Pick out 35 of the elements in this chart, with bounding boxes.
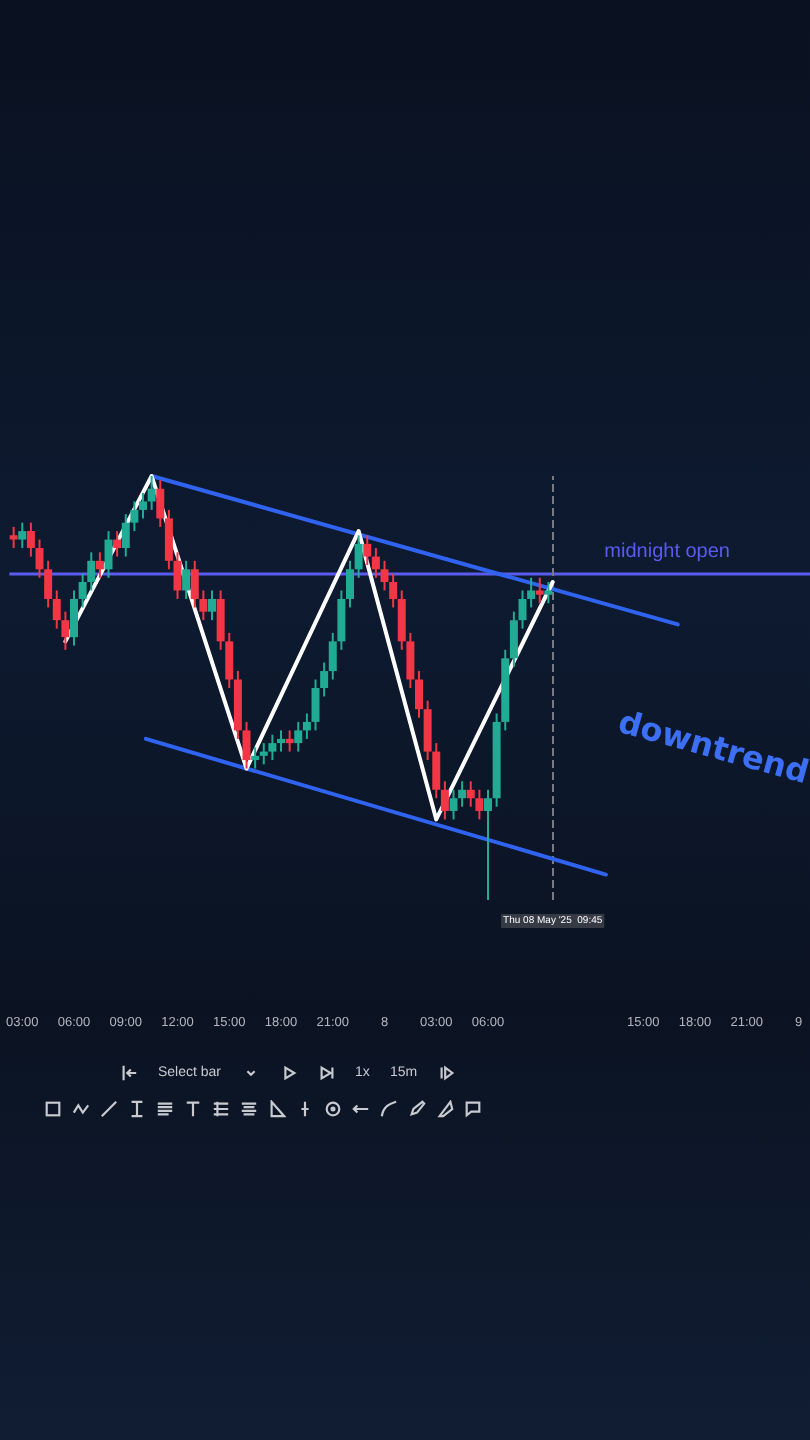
candlestick <box>147 475 156 511</box>
candlestick <box>113 530 122 558</box>
candlestick <box>509 610 518 668</box>
candlestick <box>484 788 493 901</box>
candlestick <box>449 788 458 821</box>
candlestick <box>242 720 251 770</box>
candlestick <box>139 491 148 520</box>
candlestick <box>535 576 544 605</box>
candlestick <box>9 525 18 550</box>
candlestick <box>156 479 165 528</box>
candlestick <box>18 521 27 550</box>
candlestick <box>440 780 449 821</box>
candlestick <box>544 581 553 605</box>
candlestick <box>104 530 113 579</box>
candlestick <box>164 508 173 571</box>
candlestick <box>415 670 424 719</box>
candlestick <box>354 534 363 579</box>
candlestick <box>70 589 79 647</box>
candlestick <box>371 547 380 579</box>
candlestick <box>346 559 355 609</box>
candlestick <box>251 746 260 770</box>
candlestick <box>268 733 277 762</box>
candlestick <box>182 559 191 600</box>
candlestick <box>259 742 268 766</box>
candlestick <box>294 720 303 753</box>
ref-line-label: midnight open <box>604 540 730 563</box>
candlestick <box>277 729 286 753</box>
candlestick <box>285 729 294 753</box>
candlestick <box>95 551 104 579</box>
candlestick <box>475 788 484 821</box>
candlestick <box>302 712 311 740</box>
candlestick <box>173 551 182 600</box>
candlestick <box>208 589 217 622</box>
candlestick <box>26 521 35 558</box>
candlestick <box>363 534 372 567</box>
